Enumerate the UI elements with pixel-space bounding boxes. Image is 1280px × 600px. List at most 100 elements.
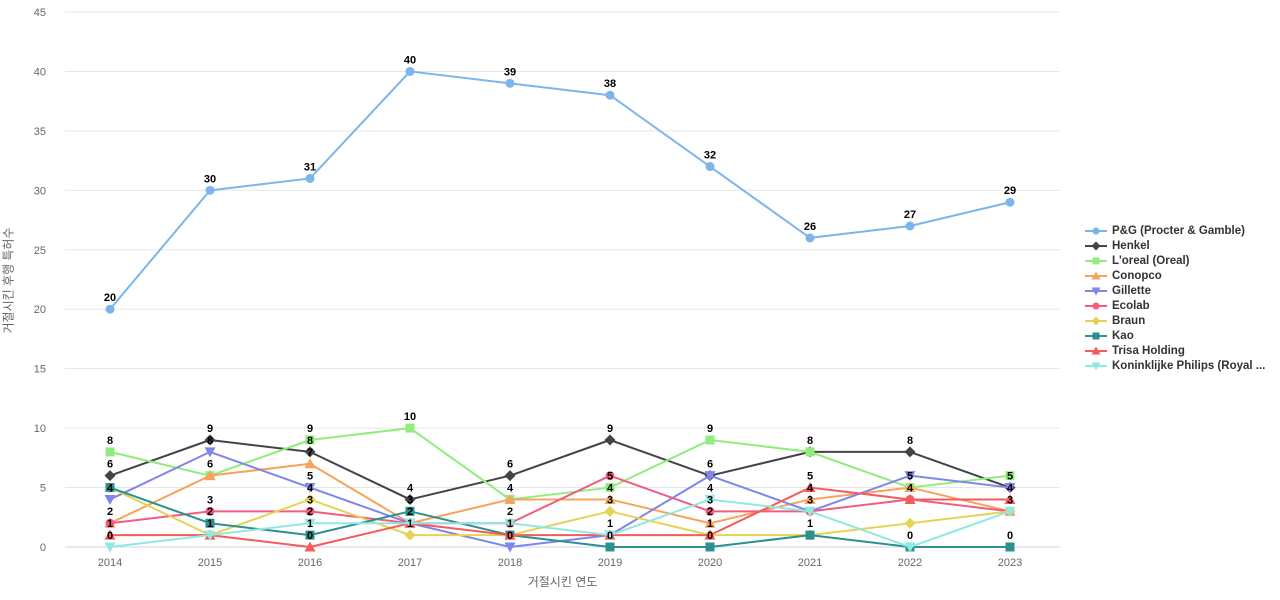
legend-label: Henkel [1112, 239, 1150, 252]
legend-item-5[interactable]: Ecolab [1085, 298, 1265, 313]
svg-text:5: 5 [907, 471, 913, 483]
svg-text:10: 10 [404, 411, 416, 423]
legend-item-0[interactable]: P&G (Procter & Gamble) [1085, 223, 1265, 238]
legend-marker-icon [1085, 316, 1107, 325]
x-axis-labels: 2014 2015 2016 2017 2018 2019 2020 2021 2022 2023 [98, 557, 1022, 569]
legend-marker-icon [1085, 332, 1107, 339]
svg-text:20: 20 [104, 292, 116, 304]
svg-text:4: 4 [907, 482, 914, 494]
svg-text:5: 5 [807, 471, 813, 483]
svg-text:2: 2 [107, 506, 113, 518]
svg-text:31: 31 [304, 161, 316, 173]
svg-text:4: 4 [607, 482, 614, 494]
legend-label: Trisa Holding [1112, 344, 1185, 357]
svg-text:5: 5 [40, 483, 46, 495]
svg-text:3: 3 [1007, 494, 1013, 506]
svg-text:9: 9 [707, 423, 713, 435]
svg-text:3: 3 [807, 494, 813, 506]
legend-label: Koninklijke Philips (Royal ... [1112, 359, 1266, 372]
svg-text:3: 3 [607, 494, 613, 506]
svg-text:1: 1 [507, 518, 513, 530]
svg-text:2014: 2014 [98, 557, 122, 569]
legend-marker-icon [1085, 302, 1107, 309]
legend-label: Ecolab [1112, 299, 1150, 312]
legend-item-3[interactable]: Conopco [1085, 268, 1265, 283]
svg-text:5: 5 [307, 471, 313, 483]
svg-text:2023: 2023 [998, 557, 1022, 569]
legend-item-1[interactable]: Henkel [1085, 238, 1265, 253]
svg-text:4: 4 [407, 482, 414, 494]
svg-text:1: 1 [207, 518, 213, 530]
legend-item-2[interactable]: L'oreal (Oreal) [1085, 253, 1265, 268]
svg-text:32: 32 [704, 150, 716, 162]
legend-label: Kao [1112, 329, 1134, 342]
svg-text:45: 45 [34, 7, 46, 19]
y-axis-title: 거절시킨 후행 특허수 [1, 227, 16, 334]
svg-text:3: 3 [707, 494, 713, 506]
svg-text:4: 4 [707, 482, 714, 494]
svg-text:4: 4 [107, 482, 114, 494]
svg-text:9: 9 [607, 423, 613, 435]
svg-text:40: 40 [404, 54, 416, 66]
svg-text:0: 0 [507, 530, 513, 542]
legend-marker-icon [1085, 346, 1107, 354]
svg-text:0: 0 [907, 530, 913, 542]
svg-text:4: 4 [307, 482, 314, 494]
svg-text:1: 1 [307, 518, 313, 530]
legend-item-7[interactable]: Kao [1085, 328, 1265, 343]
legend-marker-icon [1085, 271, 1107, 279]
svg-text:8: 8 [307, 435, 313, 447]
svg-text:26: 26 [804, 221, 816, 233]
svg-text:1: 1 [407, 518, 413, 530]
svg-text:3: 3 [407, 494, 413, 506]
legend-item-8[interactable]: Trisa Holding [1085, 343, 1265, 358]
legend-label: Braun [1112, 314, 1146, 327]
svg-text:2016: 2016 [298, 557, 322, 569]
svg-text:35: 35 [34, 126, 46, 138]
svg-text:0: 0 [307, 530, 313, 542]
series-0[interactable] [105, 66, 1015, 314]
gridlines [65, 11, 1060, 548]
y-axis-labels: 0 5 10 15 20 25 30 35 40 45 [34, 7, 46, 554]
svg-text:0: 0 [607, 530, 613, 542]
legend-marker-icon [1085, 227, 1107, 234]
legend-item-4[interactable]: Gillette [1085, 283, 1265, 298]
svg-text:2020: 2020 [698, 557, 722, 569]
svg-text:30: 30 [34, 185, 46, 197]
svg-text:3: 3 [207, 494, 213, 506]
svg-text:3: 3 [307, 494, 313, 506]
svg-text:6: 6 [507, 459, 513, 471]
legend-marker-icon [1085, 257, 1107, 264]
svg-text:5: 5 [607, 471, 613, 483]
legend-marker-icon [1085, 362, 1107, 370]
legend-item-9[interactable]: Koninklijke Philips (Royal ... [1085, 358, 1265, 373]
svg-text:1: 1 [707, 518, 713, 530]
series-9[interactable] [104, 494, 1016, 553]
legend-label: Gillette [1112, 284, 1151, 297]
svg-text:4: 4 [1007, 482, 1014, 494]
svg-text:27: 27 [904, 209, 916, 221]
svg-text:8: 8 [807, 435, 813, 447]
svg-text:9: 9 [307, 423, 313, 435]
data-labels: 2068241030968312318975341024041021339640… [104, 54, 1016, 542]
svg-text:1: 1 [107, 518, 113, 530]
svg-text:30: 30 [204, 173, 216, 185]
legend-item-6[interactable]: Braun [1085, 313, 1265, 328]
legend-marker-icon [1085, 241, 1107, 250]
svg-text:7: 7 [307, 447, 313, 459]
legend-marker-icon [1085, 287, 1107, 295]
svg-text:1: 1 [607, 518, 613, 530]
svg-text:25: 25 [34, 245, 46, 257]
svg-text:6: 6 [207, 459, 213, 471]
series-8[interactable] [104, 482, 1016, 552]
svg-text:5: 5 [1007, 471, 1013, 483]
svg-text:0: 0 [107, 530, 113, 542]
legend: P&G (Procter & Gamble) Henkel L'oreal (Ore… [1085, 223, 1265, 373]
svg-text:1: 1 [807, 518, 813, 530]
svg-text:29: 29 [1004, 185, 1016, 197]
x-axis-title: 거절시킨 연도 [527, 575, 598, 589]
series-5[interactable] [105, 471, 1015, 528]
svg-text:2: 2 [207, 506, 213, 518]
svg-text:40: 40 [34, 66, 46, 78]
